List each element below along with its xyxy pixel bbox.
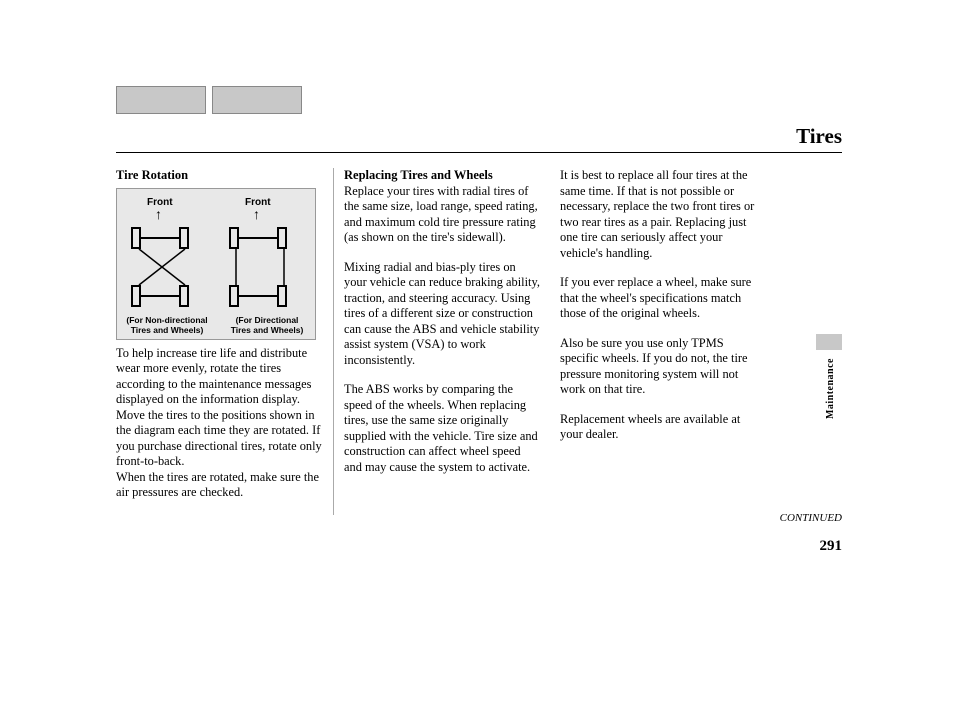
continued-label: CONTINUED <box>780 512 842 524</box>
col3-p4: Replacement wheels are available at your… <box>560 412 757 443</box>
diagram-caption-left: (For Non-directional Tires and Wheels) <box>119 315 215 335</box>
col2-heading: Replacing Tires and Wheels <box>344 168 493 182</box>
side-tab <box>816 334 842 350</box>
page-title: Tires <box>796 124 842 149</box>
content-columns: Tire Rotation Front Front ↑ ↑ <box>116 168 767 515</box>
col1-p1: To help increase tire life and distribut… <box>116 346 323 470</box>
col2-p1: Replace your tires with radial tires of … <box>344 184 540 246</box>
col2-p2: Mixing radial and bias-ply tires on your… <box>344 260 540 369</box>
top-tabs <box>116 86 302 114</box>
column-3: It is best to replace all four tires at … <box>550 168 767 515</box>
column-1: Tire Rotation Front Front ↑ ↑ <box>116 168 333 515</box>
col3-p2: If you ever replace a wheel, make sure t… <box>560 275 757 322</box>
page-number: 291 <box>820 538 843 555</box>
title-rule <box>116 152 842 153</box>
column-2: Replacing Tires and Wheels Replace your … <box>333 168 550 515</box>
nav-tab-1[interactable] <box>116 86 206 114</box>
tire-rotation-diagram: Front Front ↑ ↑ <box>116 188 316 340</box>
nav-tab-2[interactable] <box>212 86 302 114</box>
col3-p1: It is best to replace all four tires at … <box>560 168 757 261</box>
side-section-label: Maintenance <box>825 358 836 419</box>
col2-p3: The ABS works by comparing the speed of … <box>344 382 540 475</box>
diagram-caption-right: (For Directional Tires and Wheels) <box>219 315 315 335</box>
col1-p2: When the tires are rotated, make sure th… <box>116 470 323 501</box>
col3-p3: Also be sure you use only TPMS specific … <box>560 336 757 398</box>
col1-heading: Tire Rotation <box>116 168 323 184</box>
